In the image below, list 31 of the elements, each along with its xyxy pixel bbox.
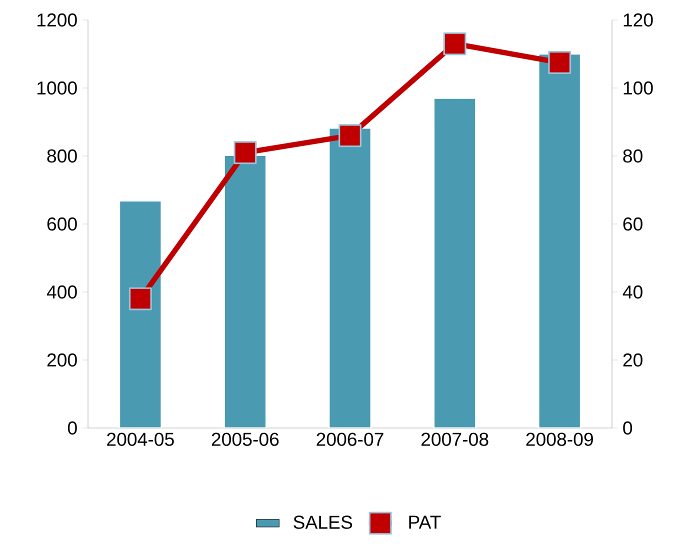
y2-tick-label: 20: [623, 353, 642, 367]
point: [548, 51, 572, 74]
point: [443, 32, 466, 56]
x-tick-label: 2004-05: [107, 432, 174, 446]
y2-tick-label: 0: [623, 421, 632, 435]
point: [338, 124, 362, 148]
y-tick-label: 200: [47, 353, 77, 367]
y2-tick-label: 80: [623, 149, 642, 163]
y2-tick-label: 60: [623, 217, 642, 231]
y-tick-label: 1000: [38, 81, 77, 95]
x-tick-label: 2006-07: [316, 432, 384, 446]
point: [234, 141, 257, 164]
bar: [433, 98, 476, 428]
y-tick-label: 1200: [38, 13, 77, 27]
bar: [224, 154, 267, 428]
bar: [328, 127, 372, 428]
x-tick-label: 2005-06: [212, 432, 279, 446]
bar: [118, 200, 162, 428]
bar: [538, 53, 582, 428]
y-tick-label: 400: [46, 285, 77, 299]
legend-label: PAT: [409, 516, 441, 529]
x-tick-label: 2007-08: [421, 432, 488, 446]
point: [128, 287, 152, 310]
y2-tick-label: 100: [624, 81, 653, 95]
legend-label: SALES: [294, 516, 352, 529]
y2-tick-label: 120: [624, 13, 653, 27]
y2-tick-label: 40: [622, 285, 642, 299]
y-tick-label: 800: [47, 149, 77, 163]
x-tick-label: 2008-09: [526, 432, 593, 446]
y-tick-label: 600: [47, 217, 77, 231]
y-tick-label: 0: [68, 421, 77, 435]
